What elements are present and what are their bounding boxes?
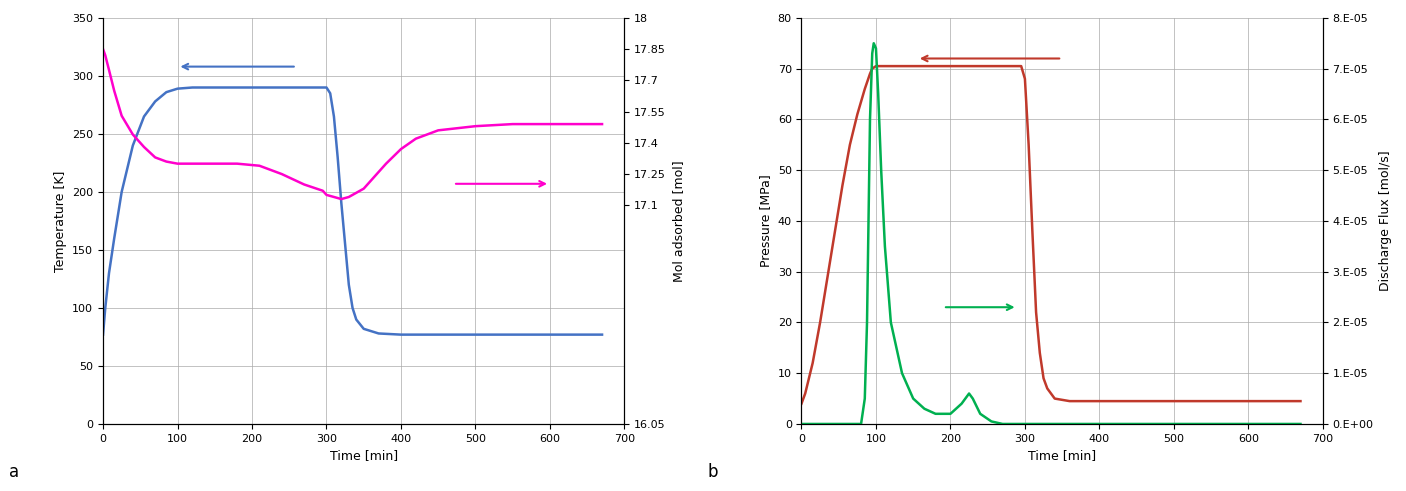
X-axis label: Time [min]: Time [min] xyxy=(1028,449,1097,462)
Y-axis label: Temperature [K]: Temperature [K] xyxy=(53,170,66,272)
Y-axis label: Mol adsorbed [mol]: Mol adsorbed [mol] xyxy=(672,160,685,282)
Y-axis label: Pressure [MPa]: Pressure [MPa] xyxy=(759,174,772,267)
Text: a: a xyxy=(10,463,20,481)
X-axis label: Time [min]: Time [min] xyxy=(329,449,398,462)
Y-axis label: Discharge Flux [mol/s]: Discharge Flux [mol/s] xyxy=(1379,151,1392,291)
Text: b: b xyxy=(707,463,718,481)
